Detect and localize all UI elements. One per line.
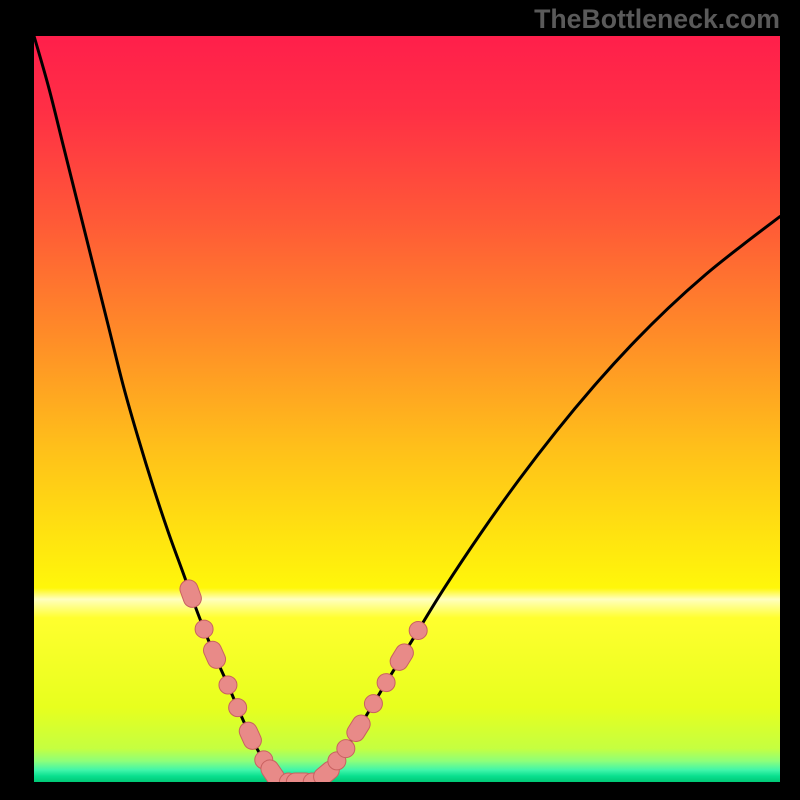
data-capsule <box>201 638 229 671</box>
data-capsule <box>236 719 264 752</box>
data-capsule <box>177 577 203 609</box>
data-dot <box>219 676 237 694</box>
data-dot <box>229 699 247 717</box>
data-dot <box>409 621 427 639</box>
data-dot <box>377 674 395 692</box>
watermark-label: TheBottleneck.com <box>534 4 780 35</box>
data-dot <box>364 695 382 713</box>
curve-right <box>314 217 780 782</box>
data-capsule <box>387 640 417 673</box>
curve-left <box>34 36 285 782</box>
data-dot <box>195 620 213 638</box>
chart-overlay <box>34 36 780 782</box>
data-dot <box>337 740 355 758</box>
